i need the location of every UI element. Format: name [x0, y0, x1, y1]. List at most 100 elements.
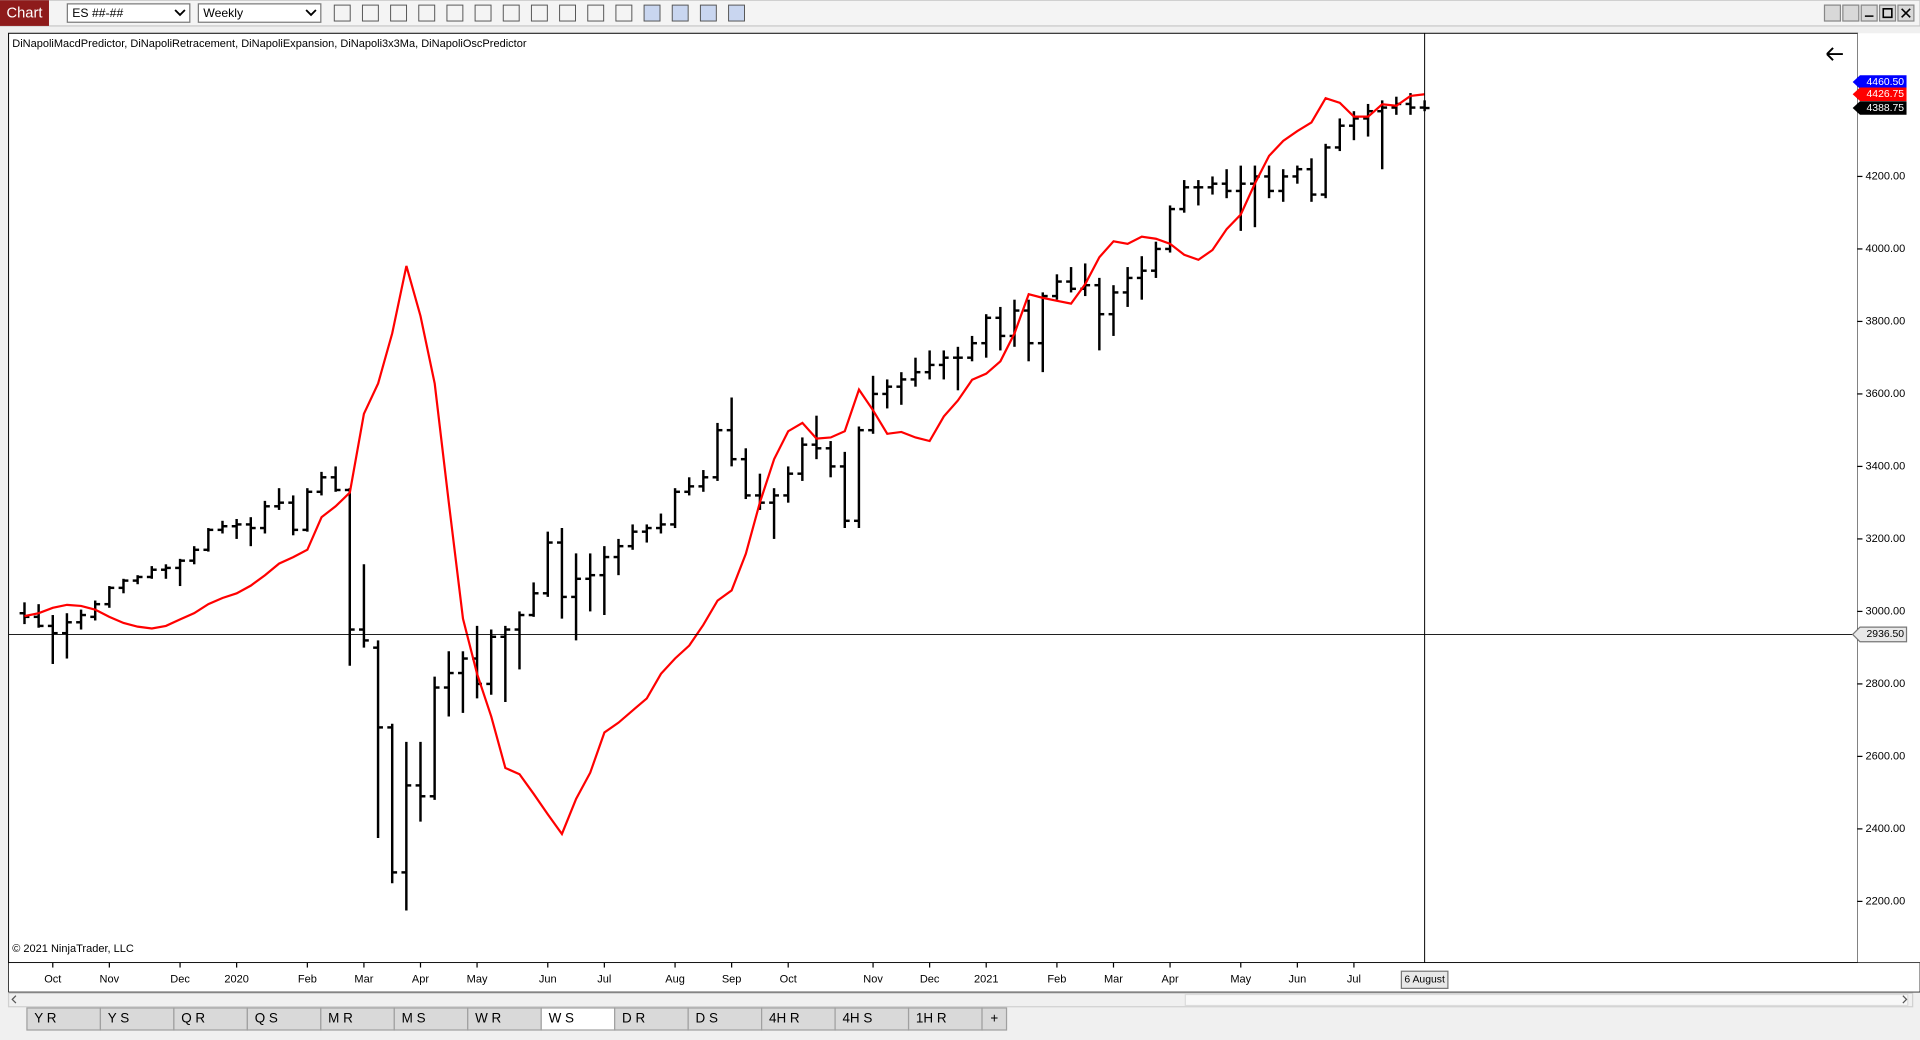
- tab-label: 4H R: [769, 1011, 800, 1026]
- tab-strip: Y R Y S Q R Q S M R M S W R W S D R D S 4H R 4H S 1H…: [26, 1007, 1008, 1031]
- tab-label: D S: [696, 1011, 718, 1026]
- toolbar-icon[interactable]: [333, 4, 351, 22]
- chart-menu[interactable]: [0, 0, 49, 26]
- y-tick-label: 2400.00: [1865, 823, 1905, 835]
- scroll-back-arrow[interactable]: [1826, 47, 1843, 61]
- tab-label: D R: [622, 1011, 645, 1026]
- crosshair-price: 2936.50: [1867, 629, 1905, 640]
- toolbar-icon[interactable]: [615, 4, 633, 22]
- toolbar-icons: [333, 4, 745, 22]
- x-tick-label: Mar: [1104, 974, 1123, 986]
- price-marker: [1852, 101, 1907, 115]
- indicator-list: DiNapoliMacdPredictor, DiNapoliRetraceme…: [12, 38, 527, 50]
- toolbar-icon[interactable]: [671, 4, 689, 22]
- time-axis: [8, 962, 1920, 993]
- tab-label: W S: [549, 1011, 574, 1026]
- y-tick-label: 4200.00: [1865, 170, 1905, 182]
- toolbar-icon[interactable]: [418, 4, 436, 22]
- window-glyphs: [1864, 7, 1911, 19]
- x-tick-label: Aug: [665, 974, 685, 986]
- x-tick-label: 2020: [224, 974, 249, 986]
- dropdown-arrow: [174, 9, 186, 17]
- toolbar-icon[interactable]: [728, 4, 745, 22]
- x-tick-label: Mar: [354, 974, 373, 986]
- minimize-button[interactable]: [1860, 4, 1878, 22]
- x-tick-label: Oct: [780, 974, 797, 986]
- toolbar-icon[interactable]: [502, 4, 520, 22]
- tab-label: Y R: [34, 1011, 56, 1026]
- instrument-select[interactable]: [66, 3, 191, 23]
- period-select[interactable]: [197, 3, 322, 23]
- x-tick-label: Jul: [1347, 974, 1361, 986]
- y-tick-label: 2800.00: [1865, 678, 1905, 690]
- indicator-line: [24, 93, 1425, 837]
- x-tick-label: Jun: [539, 974, 557, 986]
- toolbar-icon[interactable]: [587, 4, 605, 22]
- toolbar-icon[interactable]: [446, 4, 464, 22]
- y-tick-label: 2600.00: [1865, 750, 1905, 762]
- toolbar-icon[interactable]: [643, 4, 661, 22]
- window-button[interactable]: [1842, 4, 1860, 22]
- tab-label: Y S: [108, 1011, 129, 1026]
- tab-label: 4H S: [842, 1011, 872, 1026]
- maximize-button[interactable]: [1878, 4, 1897, 22]
- chart-menu-label: Chart: [7, 6, 43, 22]
- price-marker: [1852, 75, 1907, 89]
- tab-label: W R: [475, 1011, 501, 1026]
- x-tick-label: Feb: [298, 974, 317, 986]
- crosshair-date-tag: [1400, 970, 1449, 989]
- x-tick-label: Nov: [863, 974, 883, 986]
- x-tick-label: Dec: [170, 974, 190, 986]
- tab-label: Q S: [255, 1011, 278, 1026]
- toolbar-icon[interactable]: [559, 4, 576, 22]
- x-tick-label: Jul: [597, 974, 611, 986]
- x-tick-label: Dec: [920, 974, 940, 986]
- x-tick-label: May: [467, 974, 488, 986]
- tab[interactable]: [981, 1007, 1008, 1031]
- scrollbar-thumb[interactable]: [1184, 993, 1909, 1007]
- window-button[interactable]: [1823, 4, 1842, 22]
- crosshair-price-tag: [1851, 626, 1908, 643]
- toolbar-icon[interactable]: [699, 4, 717, 22]
- y-tick-label: 3000.00: [1865, 605, 1905, 617]
- y-tick-label: 4000.00: [1865, 243, 1905, 255]
- x-tick-label: Nov: [100, 974, 120, 986]
- dropdown-arrow: [305, 9, 317, 17]
- toolbar-icon[interactable]: [390, 4, 408, 22]
- toolbar-icon[interactable]: [474, 4, 492, 22]
- instrument-label: ES ##-##: [72, 6, 123, 20]
- y-tick-label: 2200.00: [1865, 895, 1905, 907]
- y-tick-label: 3800.00: [1865, 315, 1905, 327]
- x-tick-label: Sep: [722, 974, 742, 986]
- x-tick-label: Apr: [1161, 974, 1178, 986]
- toolbar-icon[interactable]: [361, 4, 379, 22]
- y-tick-label: 3600.00: [1865, 388, 1905, 400]
- price-marker-label: 4460.50: [1867, 77, 1905, 88]
- price-axis: [1857, 33, 1920, 963]
- x-tick-label: Jun: [1288, 974, 1306, 986]
- x-tick-label: Oct: [44, 974, 61, 986]
- tab-label: M S: [402, 1011, 426, 1026]
- y-tick-label: 3400.00: [1865, 460, 1905, 472]
- x-tick-label: May: [1230, 974, 1251, 986]
- toolbar-icon[interactable]: [530, 4, 548, 22]
- tab-label: 1H R: [916, 1011, 947, 1026]
- plot-layer: 2200.00 2400.00 2600.00 2800.00 3000.00 3200.…: [8, 33, 1908, 989]
- x-tick-label: 2021: [974, 974, 999, 986]
- price-marker-label: 4388.75: [1867, 103, 1905, 114]
- y-tick-label: 3200.00: [1865, 533, 1905, 545]
- x-tick-label: Feb: [1047, 974, 1066, 986]
- period-label: Weekly: [203, 6, 244, 20]
- copyright: © 2021 NinjaTrader, LLC: [12, 943, 134, 955]
- scroll-arrows[interactable]: [11, 995, 1908, 1004]
- plot-area: [8, 32, 1859, 964]
- tab-label: M R: [328, 1011, 353, 1026]
- price-marker-label: 4426.75: [1867, 89, 1905, 100]
- x-tick-label: Apr: [412, 974, 429, 986]
- crosshair-date: 6 August: [1404, 975, 1445, 986]
- tab-label: +: [990, 1011, 998, 1026]
- tab-label: Q R: [181, 1011, 205, 1026]
- price-marker: [1852, 87, 1907, 101]
